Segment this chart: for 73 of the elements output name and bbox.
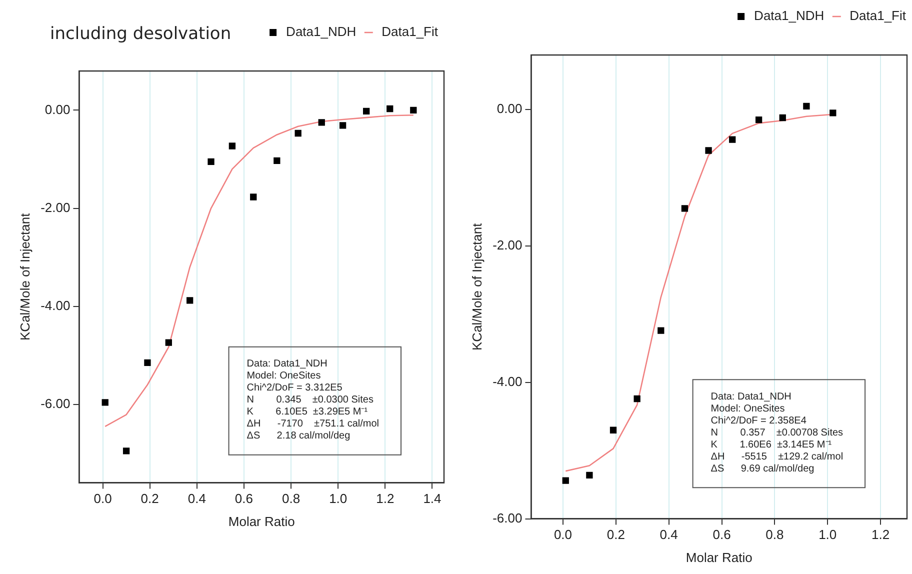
y-tick-label: 0.00 bbox=[496, 101, 522, 116]
annotation: ΔS 2.18 cal/mol/deg bbox=[246, 430, 350, 442]
annotation: Data: Data1_NDH bbox=[246, 358, 328, 370]
annotation: N 0.357 ±0.00708 Sites bbox=[710, 427, 844, 438]
x-tick-label: 1.0 bbox=[818, 527, 837, 542]
point bbox=[610, 426, 617, 434]
point bbox=[779, 114, 786, 122]
x-tick-label: 0.4 bbox=[188, 491, 206, 506]
point bbox=[228, 142, 236, 150]
y-tick-label: -6.00 bbox=[40, 396, 70, 411]
annotation: ΔH -5515 ±129.2 cal/mol bbox=[710, 451, 844, 462]
y-axis-title: KCal/Mole of Injectant bbox=[469, 222, 484, 350]
point bbox=[165, 339, 172, 346]
x-tick-label: 0.4 bbox=[660, 527, 678, 542]
y-axis-title: KCal/Mole of Injectant bbox=[17, 212, 32, 340]
point bbox=[830, 110, 836, 116]
point bbox=[144, 359, 151, 366]
point bbox=[386, 105, 394, 112]
x-tick-label: 1.0 bbox=[329, 491, 348, 506]
point bbox=[658, 327, 664, 334]
annotation: Data: Data1_NDH bbox=[710, 391, 792, 402]
legend-label: Data1_Fit bbox=[382, 24, 438, 40]
point bbox=[803, 102, 810, 110]
point bbox=[294, 130, 302, 137]
point bbox=[122, 448, 130, 454]
point bbox=[102, 399, 108, 406]
point bbox=[681, 205, 688, 212]
x-tick-label: 0.8 bbox=[766, 527, 784, 542]
legend-label: Data1_Fit bbox=[850, 8, 906, 24]
annotation: N 0.345 ±0.0300 Sites bbox=[246, 394, 374, 406]
point bbox=[562, 477, 569, 484]
x-axis-title: Molar Ratio bbox=[686, 550, 752, 565]
point bbox=[729, 136, 736, 143]
x-axis-title: Molar Ratio bbox=[228, 514, 295, 529]
point bbox=[410, 106, 417, 114]
x-tick-label: 1.4 bbox=[423, 491, 442, 506]
x-tick-label: 1.2 bbox=[376, 491, 394, 506]
annotation: Chi^2/DoF = 2.358E4 bbox=[710, 415, 807, 426]
point bbox=[250, 194, 257, 200]
annotation: K 1.60E6 ±3.14E5 M⁻¹ bbox=[710, 439, 832, 450]
x-tick-label: 0.0 bbox=[554, 527, 572, 542]
point bbox=[634, 395, 640, 402]
annotation: Chi^2/DoF = 3.312E5 bbox=[246, 382, 343, 394]
chart-title: including desolvation bbox=[50, 24, 232, 44]
point bbox=[274, 157, 280, 164]
x-tick-label: 0.2 bbox=[140, 491, 159, 506]
y-tick-label: -2.00 bbox=[492, 238, 522, 253]
annotation: ΔH -7170 ±751.1 cal/mol bbox=[246, 418, 380, 430]
x-tick-label: 0.2 bbox=[606, 527, 625, 542]
point bbox=[318, 119, 325, 126]
y-tick-label: -6.00 bbox=[492, 510, 522, 526]
point bbox=[755, 116, 762, 124]
annotation: K 6.10E5 ±3.29E5 M⁻¹ bbox=[246, 406, 368, 418]
annotation: ΔS 9.69 cal/mol/deg bbox=[710, 463, 814, 474]
x-tick-label: 0.8 bbox=[282, 491, 300, 506]
y-tick-label: -2.00 bbox=[40, 200, 70, 215]
y-tick-label: -4.00 bbox=[40, 298, 70, 313]
y-tick-label: -4.00 bbox=[492, 374, 522, 389]
x-tick-label: 0.6 bbox=[712, 527, 731, 542]
point bbox=[339, 122, 346, 129]
y-tick-label: 0.00 bbox=[44, 102, 70, 117]
x-tick-label: 0.0 bbox=[94, 491, 112, 506]
legend-label: Data1_NDH bbox=[754, 8, 824, 24]
legend-label: Data1_NDH bbox=[286, 24, 356, 40]
annotation: Model: OneSites bbox=[246, 370, 321, 382]
point bbox=[586, 472, 593, 478]
x-tick-label: 1.2 bbox=[872, 527, 890, 542]
x-tick-label: 0.6 bbox=[234, 491, 254, 506]
point bbox=[186, 297, 194, 304]
point bbox=[208, 158, 214, 166]
point bbox=[705, 147, 712, 154]
annotation: Model: OneSites bbox=[710, 403, 785, 414]
point bbox=[363, 108, 370, 115]
